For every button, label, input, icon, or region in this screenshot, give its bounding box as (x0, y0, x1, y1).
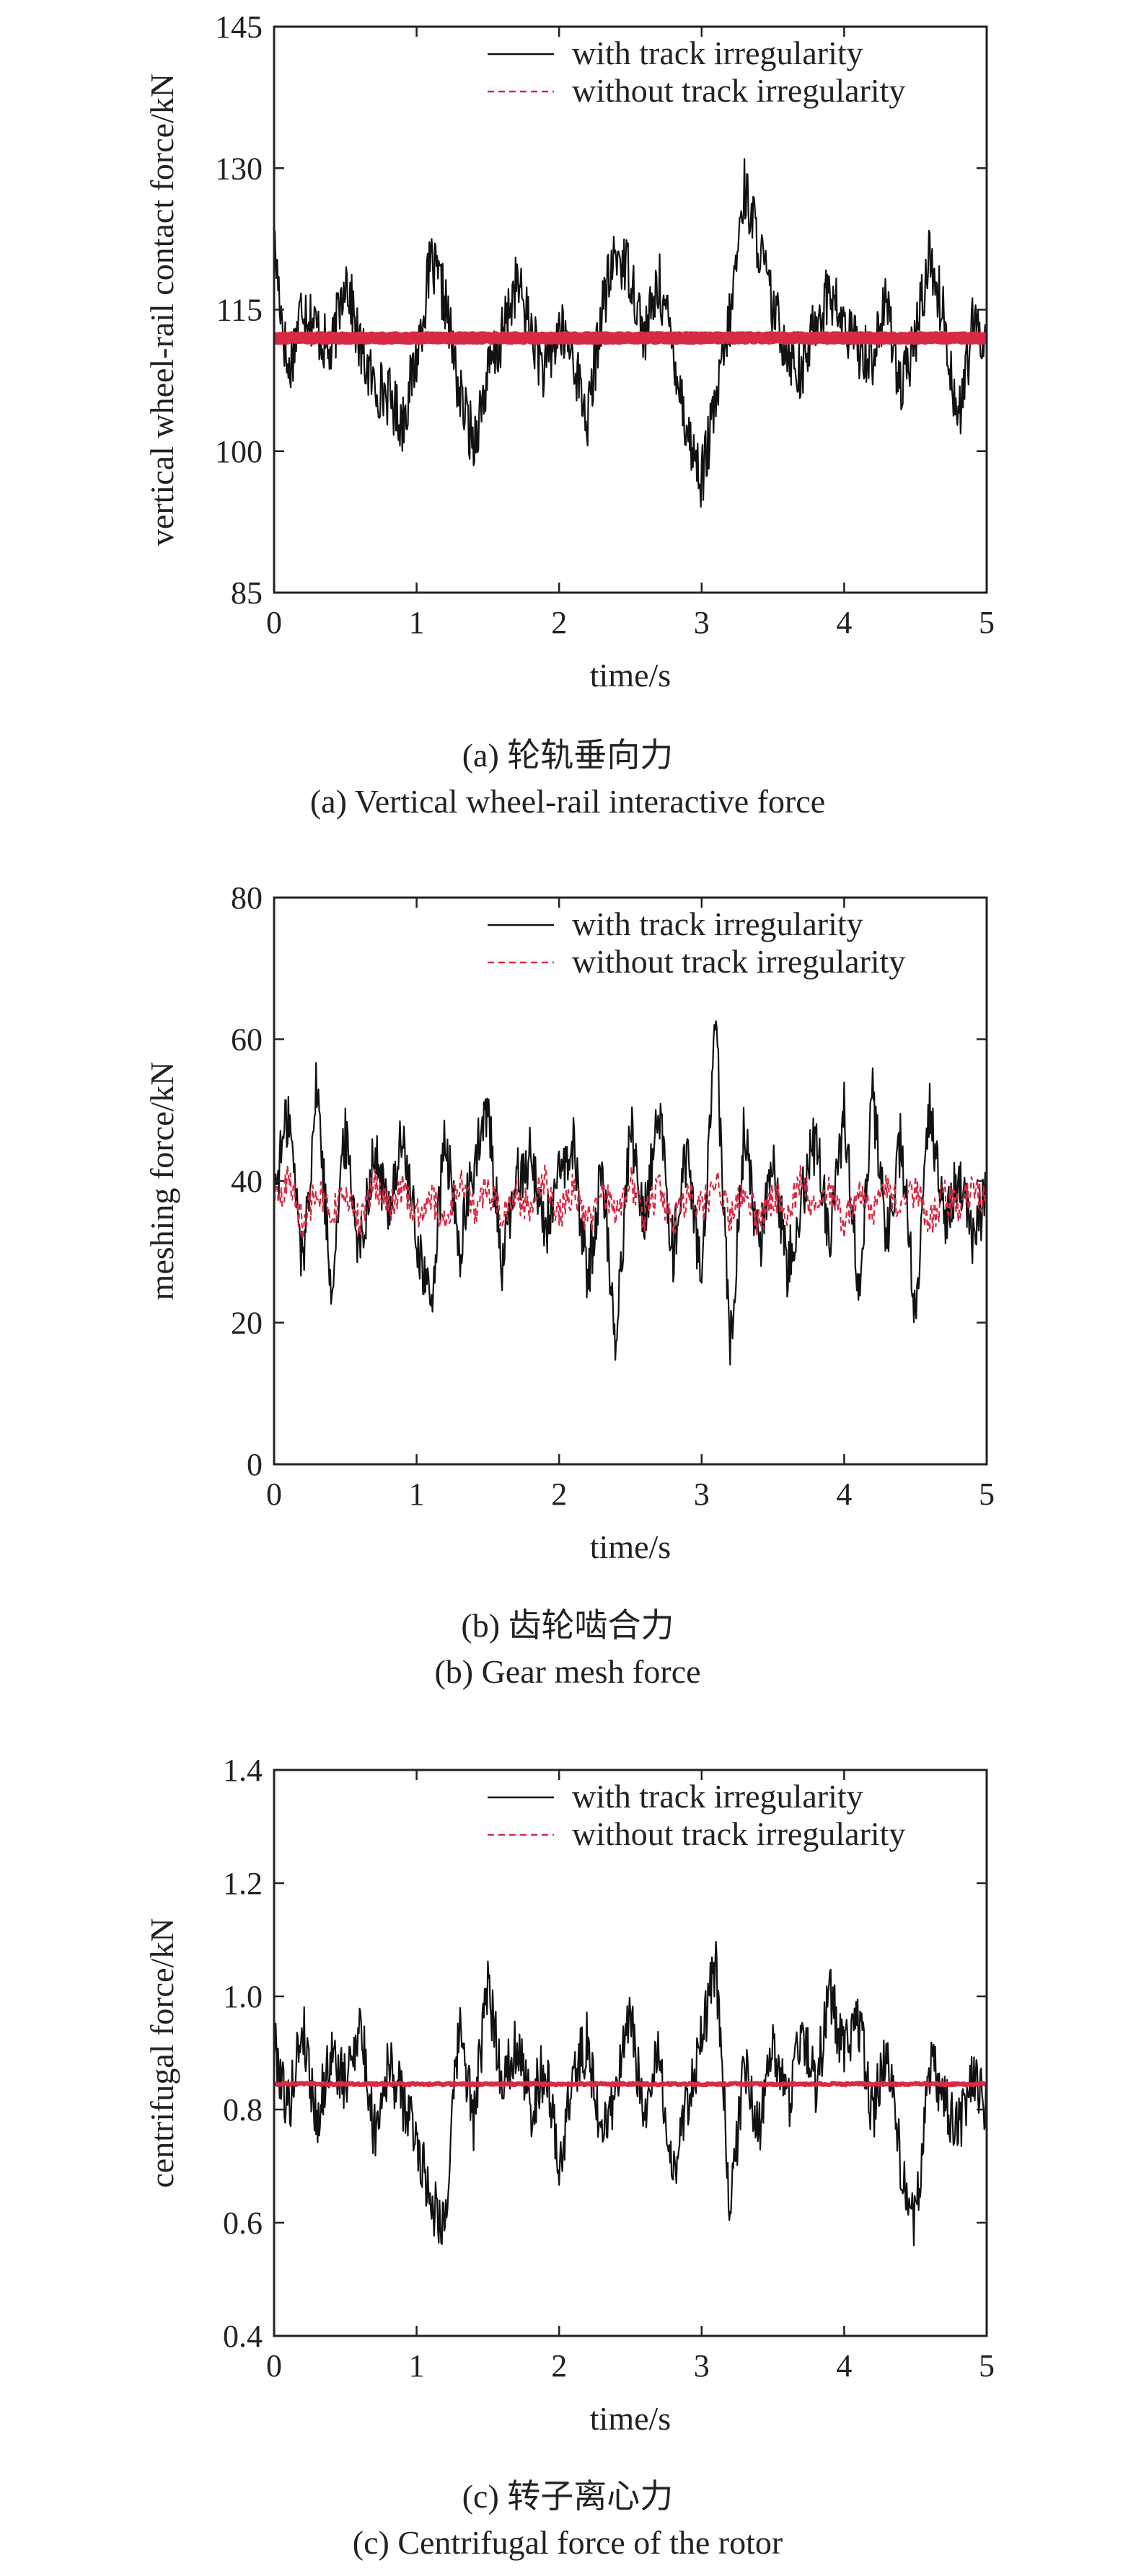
axes-frame (273, 25, 988, 594)
x-tick-label: 2 (551, 2348, 567, 2384)
x-tick-label: 0 (266, 1477, 282, 1512)
x-tick-label: 5 (979, 605, 995, 640)
series-line-without-irregularity (274, 2081, 987, 2088)
legend-entry: with track irregularity (572, 906, 863, 942)
y-tick-label: 0.4 (223, 2319, 263, 2354)
x-tick-label: 4 (836, 605, 852, 640)
x-tick-label: 0 (266, 605, 282, 640)
y-tick-label: 20 (231, 1306, 263, 1341)
x-tick-label: 3 (694, 2348, 710, 2384)
y-tick-label: 1.0 (223, 1979, 263, 2014)
y-tick-label: 60 (231, 1022, 263, 1058)
x-tick-label: 2 (551, 605, 567, 640)
y-tick-label: 80 (231, 880, 263, 916)
plot-area (274, 1941, 987, 2247)
x-tick-label: 5 (979, 2348, 995, 2384)
x-axis-label: time/s (590, 1528, 671, 1565)
y-tick-label: 1.2 (223, 1866, 263, 1901)
y-tick-label: 85 (231, 575, 263, 611)
x-axis-label: time/s (590, 2400, 671, 2437)
x-tick-label: 4 (836, 1477, 852, 1512)
y-tick-label: 1.4 (223, 1753, 263, 1788)
series-line-without-irregularity (274, 1164, 987, 1240)
legend-entry: without track irregularity (572, 1815, 905, 1852)
x-tick-label: 1 (409, 1477, 425, 1512)
x-tick-label: 0 (266, 2348, 282, 2384)
chart-panel-c: 0 1 2 3 4 5 0.4 0.6 0.8 1.0 1.2 1.4 time/s centrifuga… (144, 1753, 995, 2561)
legend-entry: with track irregularity (572, 35, 863, 71)
x-tick-label: 1 (409, 2348, 425, 2384)
x-tick-label: 3 (694, 1477, 710, 1512)
axes-frame (273, 1769, 988, 2337)
series-line-with-irregularity (274, 1020, 987, 1366)
y-axis-label: meshing force/kN (144, 1062, 180, 1301)
y-tick-label: 0 (247, 1447, 263, 1482)
caption-chinese: (c) 转子离心力 (462, 2478, 674, 2515)
plot-area (274, 158, 987, 508)
y-tick-label: 0.6 (223, 2205, 263, 2241)
x-tick-label: 3 (694, 605, 710, 640)
caption-english: (c) Centrifugal force of the rotor (353, 2524, 783, 2561)
caption-english: (a) Vertical wheel-rail interactive forc… (310, 783, 825, 820)
series-line-without-irregularity (274, 331, 987, 345)
series-line-with-irregularity (274, 1941, 987, 2247)
legend-entry: without track irregularity (572, 72, 905, 109)
chart-panel-a: 0 1 2 3 4 5 85 100 115 130 145 time/s vertical wheel… (144, 9, 995, 820)
caption-english: (b) Gear mesh force (434, 1653, 700, 1690)
x-tick-label: 4 (836, 2348, 852, 2384)
x-tick-label: 1 (409, 605, 425, 640)
chart-panel-b: 0 1 2 3 4 5 0 20 40 60 80 time/s meshing force/kN wit… (144, 880, 995, 1690)
y-tick-label: 115 (216, 293, 263, 328)
legend-entry: with track irregularity (572, 1778, 863, 1815)
legend-entry: without track irregularity (572, 943, 905, 980)
x-axis-label: time/s (590, 657, 671, 694)
x-tick-label: 2 (551, 1477, 567, 1512)
y-tick-label: 145 (215, 9, 263, 45)
y-axis-label: centrifugal force/kN (144, 1918, 180, 2187)
series-line-with-irregularity (274, 158, 987, 508)
y-tick-label: 100 (215, 434, 263, 469)
y-tick-label: 0.8 (223, 2092, 263, 2128)
caption-chinese: (b) 齿轮啮合力 (461, 1607, 674, 1644)
x-tick-label: 5 (979, 1477, 995, 1512)
caption-chinese: (a) 轮轨垂向力 (462, 737, 674, 774)
y-axis-label: vertical wheel-rail contact force/kN (144, 74, 180, 546)
y-tick-label: 130 (215, 151, 263, 186)
plot-area (274, 1020, 987, 1366)
y-tick-label: 40 (231, 1164, 263, 1199)
